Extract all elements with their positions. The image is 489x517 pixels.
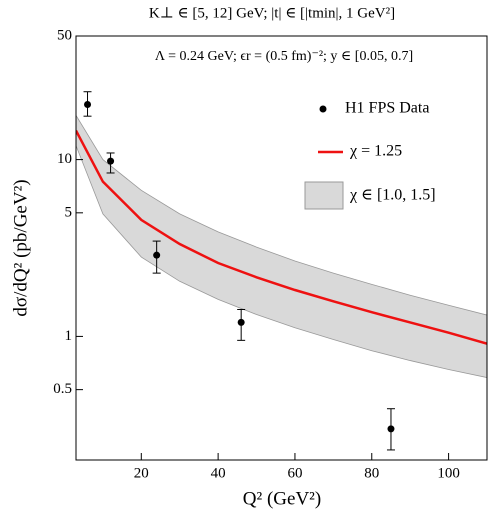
- y-tick-label: 0.5: [53, 381, 72, 397]
- data-point: [107, 157, 115, 165]
- legend-marker: [319, 105, 327, 113]
- chart-title: K⊥ ∈ [5, 12] GeV; |t| ∈ [|tmin|, 1 GeV²]: [149, 5, 395, 21]
- x-tick-label: 40: [211, 465, 226, 481]
- x-tick-label: 20: [134, 465, 149, 481]
- data-point: [153, 251, 161, 259]
- x-tick-label: 100: [437, 465, 460, 481]
- y-tick-label: 50: [57, 27, 72, 43]
- x-tick-label: 80: [364, 465, 379, 481]
- y-tick-label: 10: [57, 151, 72, 167]
- data-point: [84, 100, 92, 108]
- y-tick-label: 5: [65, 204, 73, 220]
- band: [76, 114, 487, 378]
- curve-line: [76, 129, 487, 345]
- legend-marker: [304, 181, 344, 210]
- legend-label: H1 FPS Data: [345, 100, 429, 117]
- y-axis-label: dσ/dQ² (pb/GeV²): [10, 179, 31, 316]
- annotation: Λ = 0.24 GeV; ϵr = (0.5 fm)⁻²; y ∈ [0.05…: [155, 49, 413, 64]
- legend-label: χ = 1.25: [349, 143, 402, 160]
- data-point: [237, 318, 245, 326]
- x-tick-label: 60: [287, 465, 302, 481]
- y-tick-label: 1: [65, 328, 73, 344]
- x-axis-label: Q² (GeV²): [243, 488, 321, 509]
- plot-frame: [75, 35, 488, 461]
- data-point: [387, 425, 395, 433]
- legend-label: χ ∈ [1.0, 1.5]: [349, 187, 436, 204]
